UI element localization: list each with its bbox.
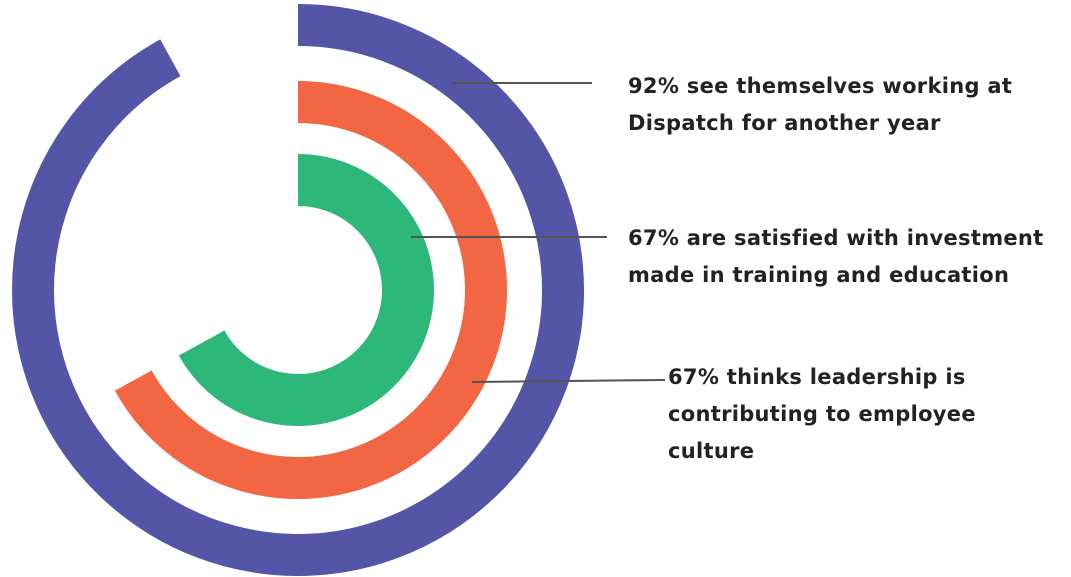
label-ring-inner: 67% thinks leadership is contributing to… (668, 359, 976, 470)
ring-inner-arc (178, 154, 434, 426)
label-ring-inner-line-3: culture (668, 439, 755, 463)
label-ring-outer-line-2: Dispatch for another year (628, 111, 941, 135)
ring-inner-leader-line (471, 379, 666, 383)
label-ring-middle-line-2: made in training and education (628, 263, 1010, 287)
label-ring-middle: 67% are satisfied with investment made i… (628, 220, 1044, 294)
label-ring-inner-line-2: contributing to employee (668, 402, 976, 426)
leader-lines-group (411, 82, 666, 383)
label-ring-outer: 92% see themselves working at Dispatch f… (628, 68, 1012, 142)
label-ring-outer-line-1: 92% see themselves working at (628, 74, 1013, 98)
ring-middle-arc (114, 81, 507, 499)
label-ring-middle-line-1: 67% are satisfied with investment (628, 226, 1044, 250)
ring-outer-arc (12, 4, 584, 576)
rings-group (12, 4, 584, 576)
label-ring-inner-line-1: 67% thinks leadership is (668, 365, 966, 389)
